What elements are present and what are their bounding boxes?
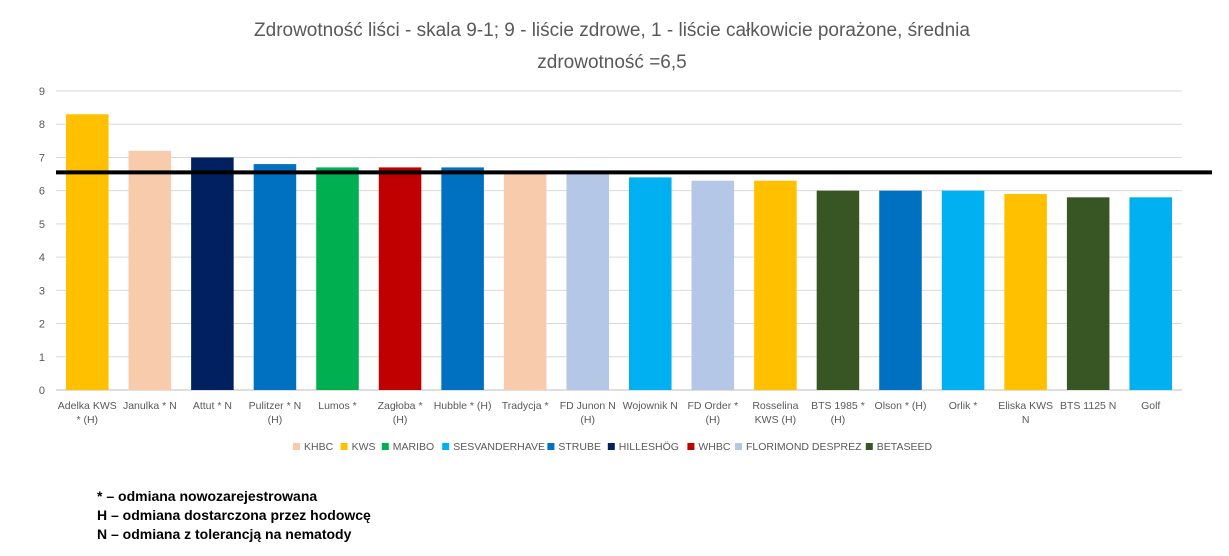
x-tick-label: Attut * N (193, 400, 232, 412)
bar (754, 180, 797, 390)
legend-swatch (442, 443, 450, 450)
y-tick-label: 4 (39, 252, 45, 264)
bar (253, 164, 297, 390)
legend-item: SESVANDERHAVE (442, 441, 545, 453)
legend-item: HILLESHÖG (607, 441, 679, 453)
x-tick-label: Pulitzer * N (H) (249, 400, 302, 426)
legend-label: MARIBO (393, 441, 434, 453)
x-tick-label: Hubble * (H) (434, 400, 492, 412)
legend-item: KWS (340, 441, 376, 453)
leaf-health-bar-chart: Zdrowotność liści - skala 9-1; 9 - liści… (39, 20, 1212, 453)
bar (316, 167, 359, 390)
x-tick-label: Tradycja * (502, 400, 549, 412)
legend-label: KWS (352, 441, 376, 453)
legend-item: STRUBE (547, 441, 601, 453)
legend-item: MARIBO (381, 441, 434, 453)
legend-item: KHBC (293, 441, 334, 453)
y-tick-label: 0 (39, 385, 45, 397)
legend-swatch (735, 443, 742, 450)
bar (128, 150, 172, 390)
x-tick-label: Eliska KWS N (998, 400, 1053, 426)
legend-label: FLORIMOND DESPREZ (746, 441, 862, 453)
x-tick-label: Janulka * N (123, 400, 177, 412)
footnote-n: N – odmiana z tolerancją na nematody (97, 526, 352, 542)
bar (566, 174, 609, 390)
y-tick-label: 7 (39, 152, 45, 164)
legend: KHBC KWS MARIBO SESVANDERHAVE STRUBE HILLESHÖ… (293, 441, 932, 453)
bar (503, 174, 547, 390)
chart-title-line-2: zdrowotność =6,5 (537, 52, 686, 73)
x-tick-label: Olson * (H) (875, 400, 927, 412)
x-tick-label: FD Junon N (H) (560, 400, 616, 426)
bar (378, 167, 422, 390)
bar (941, 190, 985, 390)
bar (1066, 197, 1110, 390)
x-axis-category-labels: Adelka KWS * (H) Janulka * N Attut * N Pulit… (58, 400, 1161, 426)
x-tick-label: Zagłoba * (H) (378, 400, 423, 426)
x-tick-label: Adelka KWS * (H) (58, 400, 117, 426)
legend-label: BETASEED (877, 441, 933, 453)
bar (66, 114, 109, 390)
bar (191, 157, 234, 390)
y-tick-label: 8 (39, 119, 45, 131)
legend-label: SESVANDERHAVE (453, 441, 545, 453)
y-axis-tick-labels: 0 1 2 3 4 5 6 7 8 9 (39, 86, 45, 397)
x-tick-label: BTS 1985 * (H) (811, 400, 865, 426)
bar (879, 190, 922, 390)
x-tick-label: FD Order * (H) (687, 400, 738, 426)
bar (441, 167, 484, 390)
y-tick-label: 2 (39, 319, 45, 331)
x-tick-label: Lumos * (318, 400, 357, 412)
legend-swatch (687, 443, 695, 450)
legend-swatch (340, 443, 348, 450)
legend-label: KHBC (304, 441, 334, 453)
bar (629, 177, 672, 390)
legend-label: HILLESHÖG (619, 441, 679, 453)
legend-swatch (547, 443, 555, 450)
legend-item: WHBC (687, 441, 731, 453)
bar (1004, 193, 1047, 390)
gridlines (56, 90, 1182, 391)
legend-swatch (865, 443, 873, 450)
bar (1129, 197, 1172, 390)
bar (816, 190, 860, 390)
x-tick-label: Rosselina KWS (H) (752, 400, 798, 426)
legend-label: WHBC (698, 441, 730, 453)
chart-title-line-1: Zdrowotność liści - skala 9-1; 9 - liści… (254, 20, 970, 41)
legend-swatch (607, 443, 615, 450)
bars (66, 114, 1172, 390)
footnotes: * – odmiana nowozarejestrowana H – odmia… (97, 487, 371, 544)
x-tick-label: Orlik * (949, 400, 978, 412)
legend-label: STRUBE (558, 441, 601, 453)
x-tick-label: Wojownik N (623, 400, 678, 412)
legend-item: FLORIMOND DESPREZ (735, 441, 862, 453)
x-tick-label: BTS 1125 N (1060, 400, 1116, 412)
y-tick-label: 6 (39, 186, 45, 198)
x-tick-label: Golf (1141, 400, 1160, 412)
footnote-asterisk: * – odmiana nowozarejestrowana (97, 488, 318, 504)
y-tick-label: 9 (39, 86, 45, 98)
legend-swatch (381, 443, 389, 450)
bar (691, 180, 735, 390)
y-tick-label: 1 (39, 352, 45, 364)
legend-item: BETASEED (865, 441, 933, 453)
y-tick-label: 5 (39, 219, 45, 231)
legend-swatch (293, 443, 300, 450)
y-tick-label: 3 (39, 285, 45, 297)
footnote-h: H – odmiana dostarczona przez hodowcę (97, 507, 371, 523)
